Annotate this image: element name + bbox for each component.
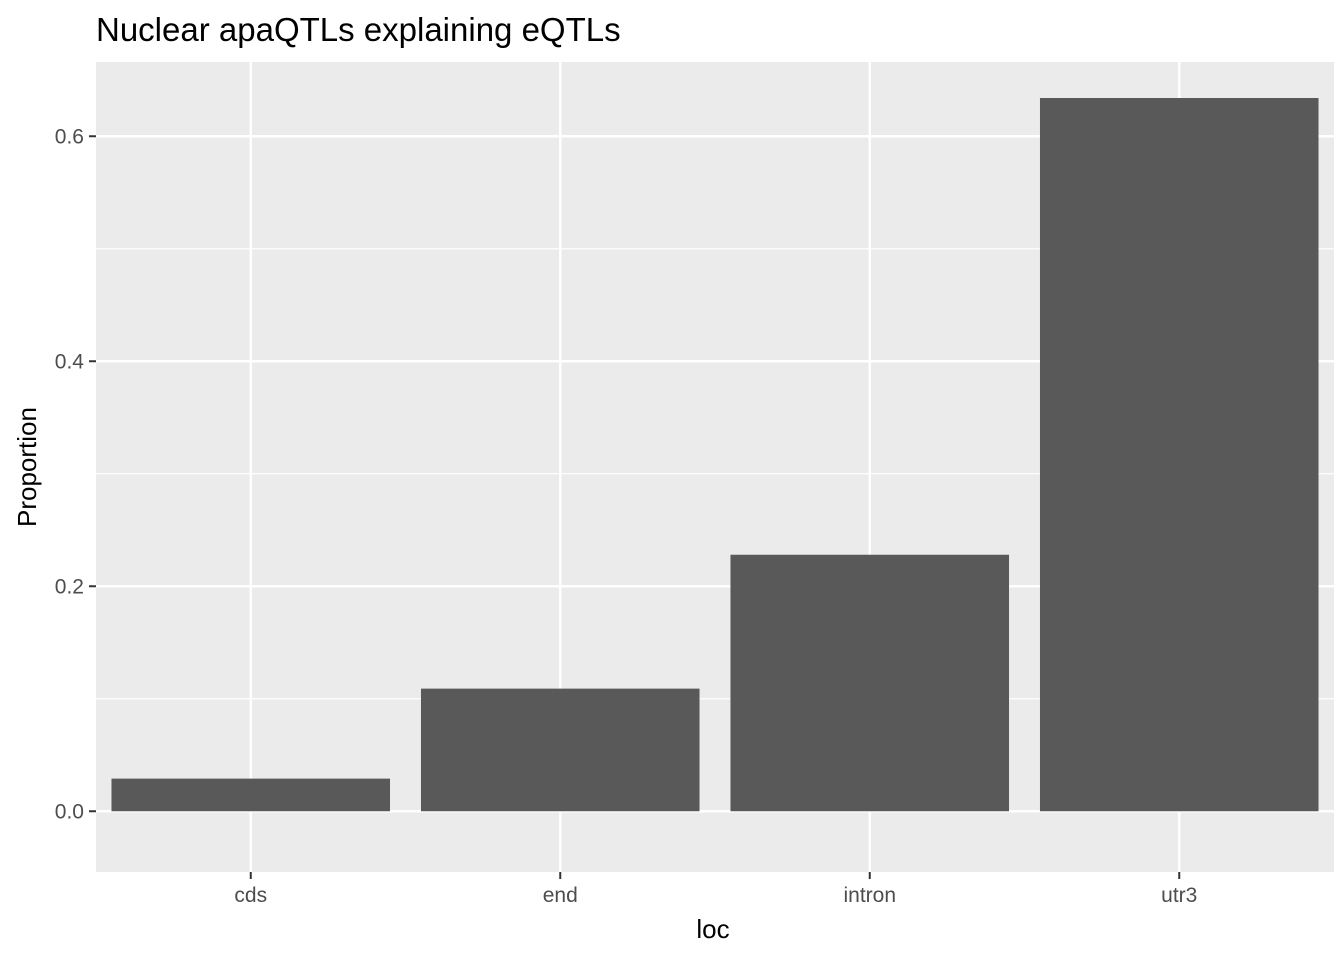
x-tick-label: utr3: [1161, 884, 1197, 907]
x-axis: cds end intron utr3: [234, 872, 1197, 907]
x-tick-label: cds: [234, 884, 267, 907]
x-tick-label: intron: [843, 884, 896, 907]
bar-cds: [111, 778, 391, 812]
y-axis: 0.0 0.2 0.4 0.6: [55, 125, 96, 823]
bar-utr3: [1039, 98, 1319, 812]
y-tick-label: 0.2: [55, 575, 84, 598]
chart-title: Nuclear apaQTLs explaining eQTLs: [96, 11, 621, 48]
x-axis-title: loc: [696, 914, 729, 944]
bars: [111, 98, 1319, 812]
y-tick-label: 0.0: [55, 800, 84, 823]
y-tick-label: 0.4: [55, 350, 85, 373]
bar-intron: [730, 554, 1010, 812]
bar-end: [420, 688, 700, 812]
y-axis-title: Proportion: [12, 407, 42, 527]
x-tick-label: end: [543, 884, 578, 907]
y-tick-label: 0.6: [55, 125, 84, 148]
